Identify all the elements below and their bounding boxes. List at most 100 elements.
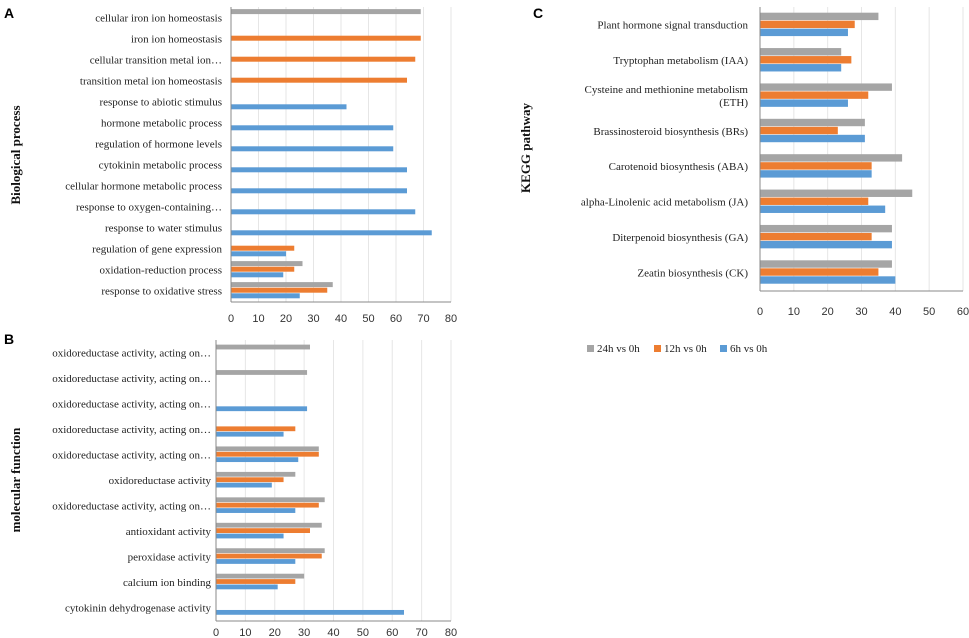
- panel-b-category-label: oxidoreductase activity, acting on…: [52, 500, 211, 512]
- panel-b-category-label: antioxidant activity: [126, 526, 212, 538]
- panel-b-bar: [216, 471, 296, 477]
- panel-b-y-axis-title: molecular function: [8, 427, 23, 533]
- panel-a-category-label: transition metal ion homeostasis: [80, 76, 222, 88]
- panel-a-x-tick-label: 40: [335, 313, 347, 325]
- panel-a-category-label: response to oxidative stress: [101, 286, 222, 298]
- panel-a-category-label: regulation of hormone levels: [95, 139, 222, 151]
- panel-a-bar: [231, 287, 328, 293]
- panel-b-bar: [216, 609, 404, 615]
- panel-a-category-label: hormone metabolic process: [101, 118, 222, 130]
- panel-a-bar: [231, 146, 394, 152]
- panel-a-category-label: cellular iron ion homeostasis: [95, 13, 222, 25]
- panel-c-x-tick-label: 0: [757, 306, 763, 318]
- panel-a-category-label: iron ion homeostasis: [131, 34, 222, 46]
- panel-b-x-tick-label: 0: [213, 627, 219, 638]
- panel-b-bar: [216, 502, 319, 508]
- panel-a-x-tick-label: 80: [445, 313, 457, 325]
- panel-b-bar: [216, 528, 310, 534]
- panel-b-bar: [216, 584, 278, 590]
- panel-b-bar: [216, 431, 284, 437]
- legend-label: 12h vs 0h: [664, 343, 707, 355]
- panel-a-bar: [231, 77, 407, 83]
- panel-b-x-tick-label: 30: [298, 627, 310, 638]
- panel-c-x-tick-label: 50: [923, 306, 935, 318]
- panel-c-category-label: Brassinosteroid biosynthesis (BRs): [593, 126, 748, 138]
- panel-a-category-label: response to water stimulus: [105, 223, 222, 235]
- panel-b-chart: 0 10 20 30 40 50 60 70 80 oxidoreductase activity…: [4, 331, 457, 638]
- panel-b-category-label: oxidoreductase activity, acting on…: [52, 348, 211, 360]
- panel-b-x-tick-label: 10: [239, 627, 251, 638]
- panel-c-category-label: alpha-Linolenic acid metabolism (JA): [581, 197, 748, 209]
- panel-b-bar: [216, 579, 296, 584]
- panel-b-category-label: oxidoreductase activity, acting on…: [52, 373, 211, 385]
- panel-c-bar: [760, 240, 892, 249]
- panel-c-bar: [760, 162, 872, 170]
- panel-a-bar: [231, 188, 407, 194]
- panel-b-x-tick-label: 60: [386, 627, 398, 638]
- panel-c-bar: [760, 126, 838, 135]
- panel-c-bar: [760, 83, 892, 91]
- panel-a-bar: [231, 104, 347, 110]
- panel-c-label: C: [533, 5, 543, 21]
- panel-a-bar: [231, 230, 432, 236]
- panel-c-category-label: Zeatin biosynthesis (CK): [637, 267, 748, 279]
- panel-c-bar: [760, 224, 892, 233]
- panel-b-bar: [216, 573, 305, 579]
- panel-a-bar: [231, 209, 416, 215]
- panel-b-category-label: oxidoreductase activity, acting on…: [52, 399, 211, 411]
- panel-c-bar: [760, 260, 892, 268]
- panel-a-bar: [231, 245, 295, 251]
- panel-c-category-label: Cysteine and methionine metabolism: [585, 84, 749, 96]
- panel-a-x-tick-label: 50: [362, 313, 374, 325]
- panel-c-bar: [760, 20, 855, 29]
- panel-c-bar: [760, 12, 879, 21]
- panel-a-bar: [231, 266, 295, 272]
- panel-c-bar: [760, 28, 848, 37]
- panel-c-bar: [760, 276, 896, 284]
- panel-b-bar: [216, 508, 296, 513]
- panel-a-category-label: response to oxygen-containing…: [76, 202, 222, 214]
- panel-c-y-axis-title: KEGG pathway: [518, 103, 533, 193]
- panel-c-category-label: Carotenoid biosynthesis (ABA): [609, 161, 749, 173]
- panel-a-category-label: regulation of gene expression: [92, 244, 222, 256]
- panel-b-bar: [216, 559, 296, 564]
- panel-c-bar: [760, 56, 852, 64]
- panel-b-bar: [216, 548, 325, 554]
- panel-b-bar: [216, 406, 308, 412]
- panel-b-category-label: oxidoreductase activity, acting on…: [52, 450, 211, 462]
- panel-a-bar: [231, 251, 286, 257]
- panel-b-bar: [216, 426, 296, 432]
- panel-b-bar: [216, 482, 272, 488]
- panel-a-label: A: [4, 5, 14, 21]
- panel-b-x-tick-label: 80: [445, 627, 457, 638]
- panel-b-x-tick-label: 20: [269, 627, 281, 638]
- panel-c-x-tick-label: 10: [788, 306, 800, 318]
- panel-b-bar: [216, 533, 284, 539]
- panel-a-x-tick-label: 70: [417, 313, 429, 325]
- panel-a-bar: [231, 125, 394, 131]
- panel-a-x-tick-label: 10: [252, 313, 264, 325]
- panel-c-bar: [760, 170, 872, 178]
- panel-a-bar: [231, 167, 407, 173]
- panel-c-bar: [760, 154, 903, 162]
- panel-b-category-label: peroxidase activity: [128, 551, 212, 563]
- panel-c-bar: [760, 205, 886, 213]
- panel-a-x-tick-label: 30: [307, 313, 319, 325]
- panel-b-bar: [216, 451, 319, 457]
- legend: 24h vs 0h 12h vs 0h 6h vs 0h: [587, 343, 768, 355]
- panel-b-x-tick-label: 70: [416, 627, 428, 638]
- panel-c-bar: [760, 197, 869, 205]
- panel-a-category-label: cytokinin metabolic process: [99, 160, 222, 172]
- panel-b-bar: [216, 477, 284, 483]
- legend-swatch: [587, 345, 594, 352]
- panel-a-x-tick-label: 0: [228, 313, 234, 325]
- panel-c-category-label: Tryptophan metabolism (IAA): [613, 55, 748, 67]
- panel-c-x-tick-label: 20: [822, 306, 834, 318]
- panel-b-category-label: calcium ion binding: [123, 577, 211, 589]
- legend-label: 24h vs 0h: [597, 343, 640, 355]
- panel-c-bar: [760, 64, 842, 72]
- legend-swatch: [720, 345, 727, 352]
- panel-a-y-axis-title: Biological process: [8, 105, 23, 204]
- panel-a-category-label: response to abiotic stimulus: [99, 97, 222, 109]
- panel-c-x-tick-label: 60: [957, 306, 969, 318]
